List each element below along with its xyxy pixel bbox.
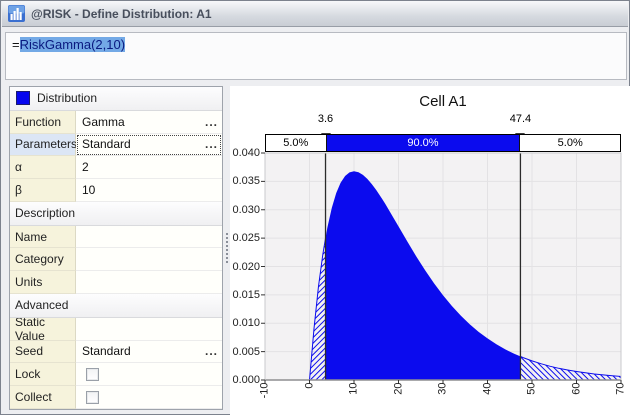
- right-tail-percent-label: 5.0%: [557, 137, 583, 149]
- panel-splitter[interactable]: [224, 86, 230, 410]
- property-value[interactable]: [76, 386, 222, 409]
- ellipsis-button[interactable]: ...: [204, 114, 218, 129]
- property-row-name: Name: [10, 225, 222, 249]
- distribution-chart-panel: Cell A1 3.6 47.4 5.0% 90.0% 5.0% 0.040 0.…: [230, 86, 630, 415]
- window-titlebar[interactable]: @RISK - Define Distribution: A1: [2, 1, 628, 27]
- formula-prefix: =: [12, 37, 20, 52]
- property-label: Units: [10, 271, 76, 295]
- property-row-collect: Collect: [10, 386, 222, 409]
- property-value[interactable]: [76, 225, 222, 249]
- section-header-label: Description: [15, 206, 76, 221]
- y-tick-label: 0.020: [232, 260, 260, 273]
- x-tick-label: 50: [525, 382, 538, 395]
- y-tick-label: 0.035: [232, 175, 260, 188]
- property-row-parameters: Parameters Standard...: [10, 133, 222, 157]
- property-value-text: 2: [82, 160, 89, 175]
- left-tail-percent-label: 5.0%: [283, 137, 309, 149]
- x-tick-label: 60: [570, 382, 582, 395]
- right-delimiter-value: 47.4: [509, 113, 532, 125]
- property-label: Category: [10, 248, 76, 272]
- section-header-description: Description: [10, 201, 222, 226]
- center-percent-label: 90.0%: [407, 137, 439, 149]
- section-header-label: Advanced: [15, 298, 69, 313]
- x-tick-label: 10: [347, 382, 360, 395]
- property-label: Lock: [10, 363, 76, 387]
- property-value-text: Standard: [82, 344, 131, 359]
- property-value-text: Standard: [82, 137, 131, 152]
- property-label: Parameters: [10, 133, 77, 157]
- property-row-category: Category: [10, 248, 222, 272]
- ellipsis-button[interactable]: ...: [204, 137, 218, 152]
- distribution-color-swatch-icon: [16, 91, 30, 106]
- right-tail-area: [519, 355, 622, 381]
- property-value[interactable]: [76, 271, 222, 295]
- property-value[interactable]: 10: [76, 179, 222, 202]
- x-tick-label: 0: [303, 382, 315, 389]
- y-tick-label: 0.015: [232, 288, 260, 301]
- splitter-grip-icon: [226, 233, 228, 263]
- property-label: Static Value: [10, 317, 76, 341]
- property-row-lock: Lock: [10, 363, 222, 387]
- property-row-units: Units: [10, 271, 222, 295]
- property-value-text: Gamma: [82, 114, 125, 129]
- y-tick-label: 0.030: [232, 203, 260, 216]
- ellipsis-button[interactable]: ...: [204, 344, 218, 359]
- section-header-label: Distribution: [37, 91, 98, 106]
- property-label: Collect: [10, 386, 76, 409]
- x-tick-label: -10: [258, 382, 271, 399]
- property-label: α: [10, 156, 76, 180]
- x-tick-label: 70: [614, 382, 627, 395]
- window-title: @RISK - Define Distribution: A1: [31, 6, 212, 21]
- x-tick-label: 20: [392, 382, 404, 395]
- chart-title: Cell A1: [419, 93, 467, 110]
- formula-selected-text: RiskGamma(2,10): [19, 37, 126, 52]
- y-tick-label: 0.005: [232, 345, 260, 358]
- property-value[interactable]: [76, 317, 222, 341]
- property-value[interactable]: Standard...: [76, 133, 222, 157]
- property-value[interactable]: Gamma...: [76, 110, 222, 134]
- property-label: Function: [10, 110, 76, 134]
- section-header-distribution: Distribution: [10, 87, 222, 111]
- y-tick-label: 0.040: [232, 147, 260, 159]
- property-value[interactable]: [76, 363, 222, 387]
- y-tick-label: 0.000: [232, 374, 260, 386]
- distribution-properties-panel: Distribution Function Gamma... Parameters St…: [9, 86, 223, 410]
- property-label: β: [10, 179, 76, 202]
- center-percent: 90.0%: [325, 135, 521, 151]
- property-label: Name: [10, 225, 76, 249]
- property-label: Seed: [10, 340, 76, 364]
- property-value[interactable]: [76, 248, 222, 272]
- checkbox-collect[interactable]: [86, 390, 99, 404]
- center-area: [325, 171, 521, 380]
- checkbox-lock[interactable]: [86, 367, 99, 381]
- left-delimiter-value: 3.6: [317, 113, 334, 125]
- formula-bar[interactable]: =RiskGamma(2,10): [5, 32, 627, 80]
- y-tick-label: 0.010: [232, 317, 260, 330]
- risk-histogram-icon: [8, 5, 25, 22]
- property-value-text: 10: [82, 183, 96, 198]
- x-tick-label: 30: [436, 382, 449, 395]
- left-tail-percent: 5.0%: [266, 135, 326, 151]
- section-header-advanced: Advanced: [10, 294, 222, 318]
- property-value[interactable]: 2: [76, 156, 222, 180]
- property-value[interactable]: Standard...: [76, 340, 222, 364]
- distribution-plot: [261, 152, 622, 384]
- x-tick-label: 40: [481, 382, 493, 395]
- property-row--: β 10: [10, 179, 222, 202]
- property-row-seed: Seed Standard...: [10, 340, 222, 364]
- property-row-static-value: Static Value: [10, 317, 222, 341]
- y-tick-label: 0.025: [232, 232, 260, 245]
- probability-band-bar[interactable]: 5.0% 90.0% 5.0%: [265, 134, 621, 152]
- plot-svg: [261, 152, 622, 384]
- property-row-function: Function Gamma...: [10, 110, 222, 134]
- right-tail-percent: 5.0%: [520, 135, 620, 151]
